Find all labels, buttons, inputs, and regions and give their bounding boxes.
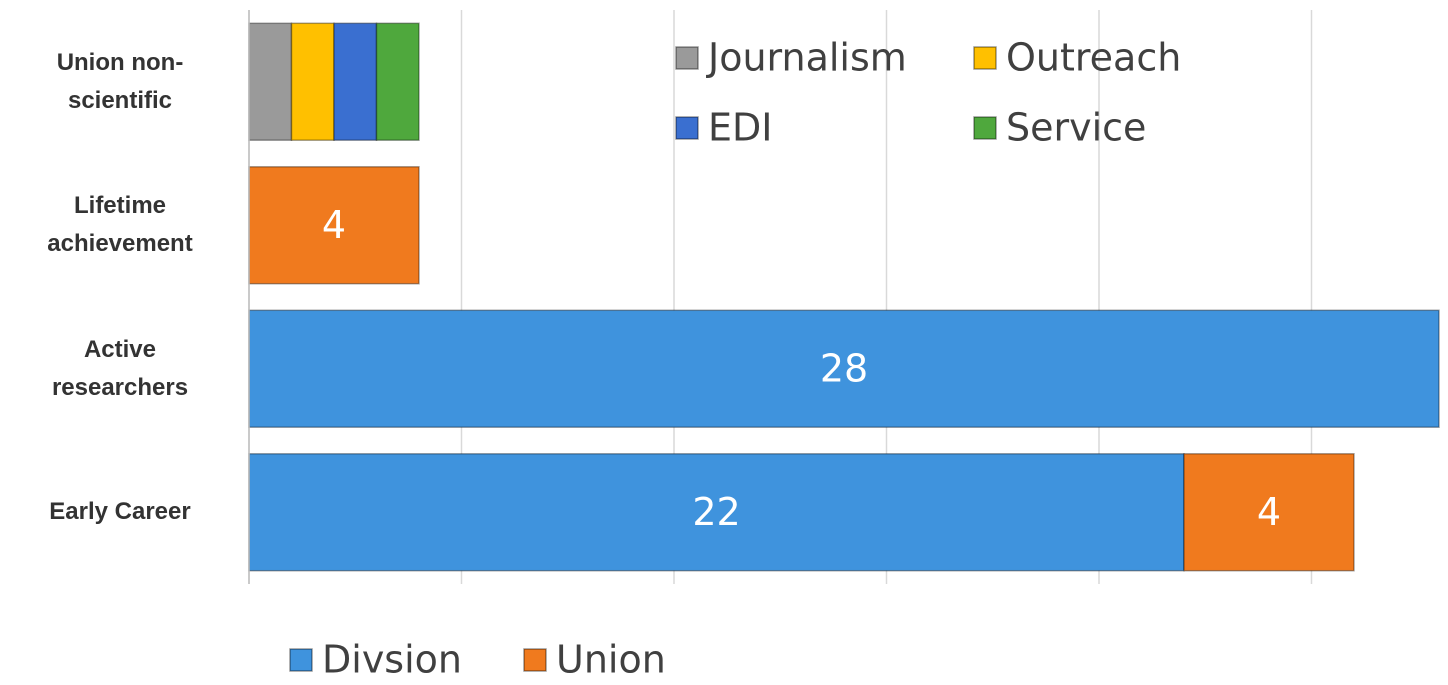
legend-label: Journalism <box>706 36 907 80</box>
legend-label: EDI <box>708 106 772 150</box>
bar-segment <box>333 22 378 141</box>
legend-swatch <box>973 46 997 70</box>
y-tick-label: Early Career <box>49 498 191 526</box>
bar-segment <box>248 22 293 141</box>
legend-label: Outreach <box>1006 36 1181 80</box>
bar-segment <box>375 22 420 141</box>
legend-label: Divsion <box>322 638 462 682</box>
bar-segment <box>1183 453 1355 572</box>
legend-label: Union <box>556 638 666 682</box>
legend-swatch <box>675 46 699 70</box>
legend-swatch <box>523 648 547 672</box>
bar-segment <box>290 22 335 141</box>
data-label: 22 <box>692 490 740 534</box>
y-tick-label: Union non-scientific <box>56 48 184 114</box>
bar-segment <box>248 309 1440 428</box>
legend-swatch <box>675 116 699 140</box>
y-tick-label: Active researchers <box>51 335 189 401</box>
data-label: 4 <box>322 203 346 247</box>
y-tick-label: Lifetime achievement <box>47 192 193 258</box>
legend-swatch <box>289 648 313 672</box>
data-label: 4 <box>1257 490 1281 534</box>
data-label: 28 <box>820 346 868 390</box>
legend-label: Service <box>1006 106 1146 150</box>
bar-segment <box>248 453 1185 572</box>
legend-swatch <box>973 116 997 140</box>
bar-segment <box>248 166 420 285</box>
